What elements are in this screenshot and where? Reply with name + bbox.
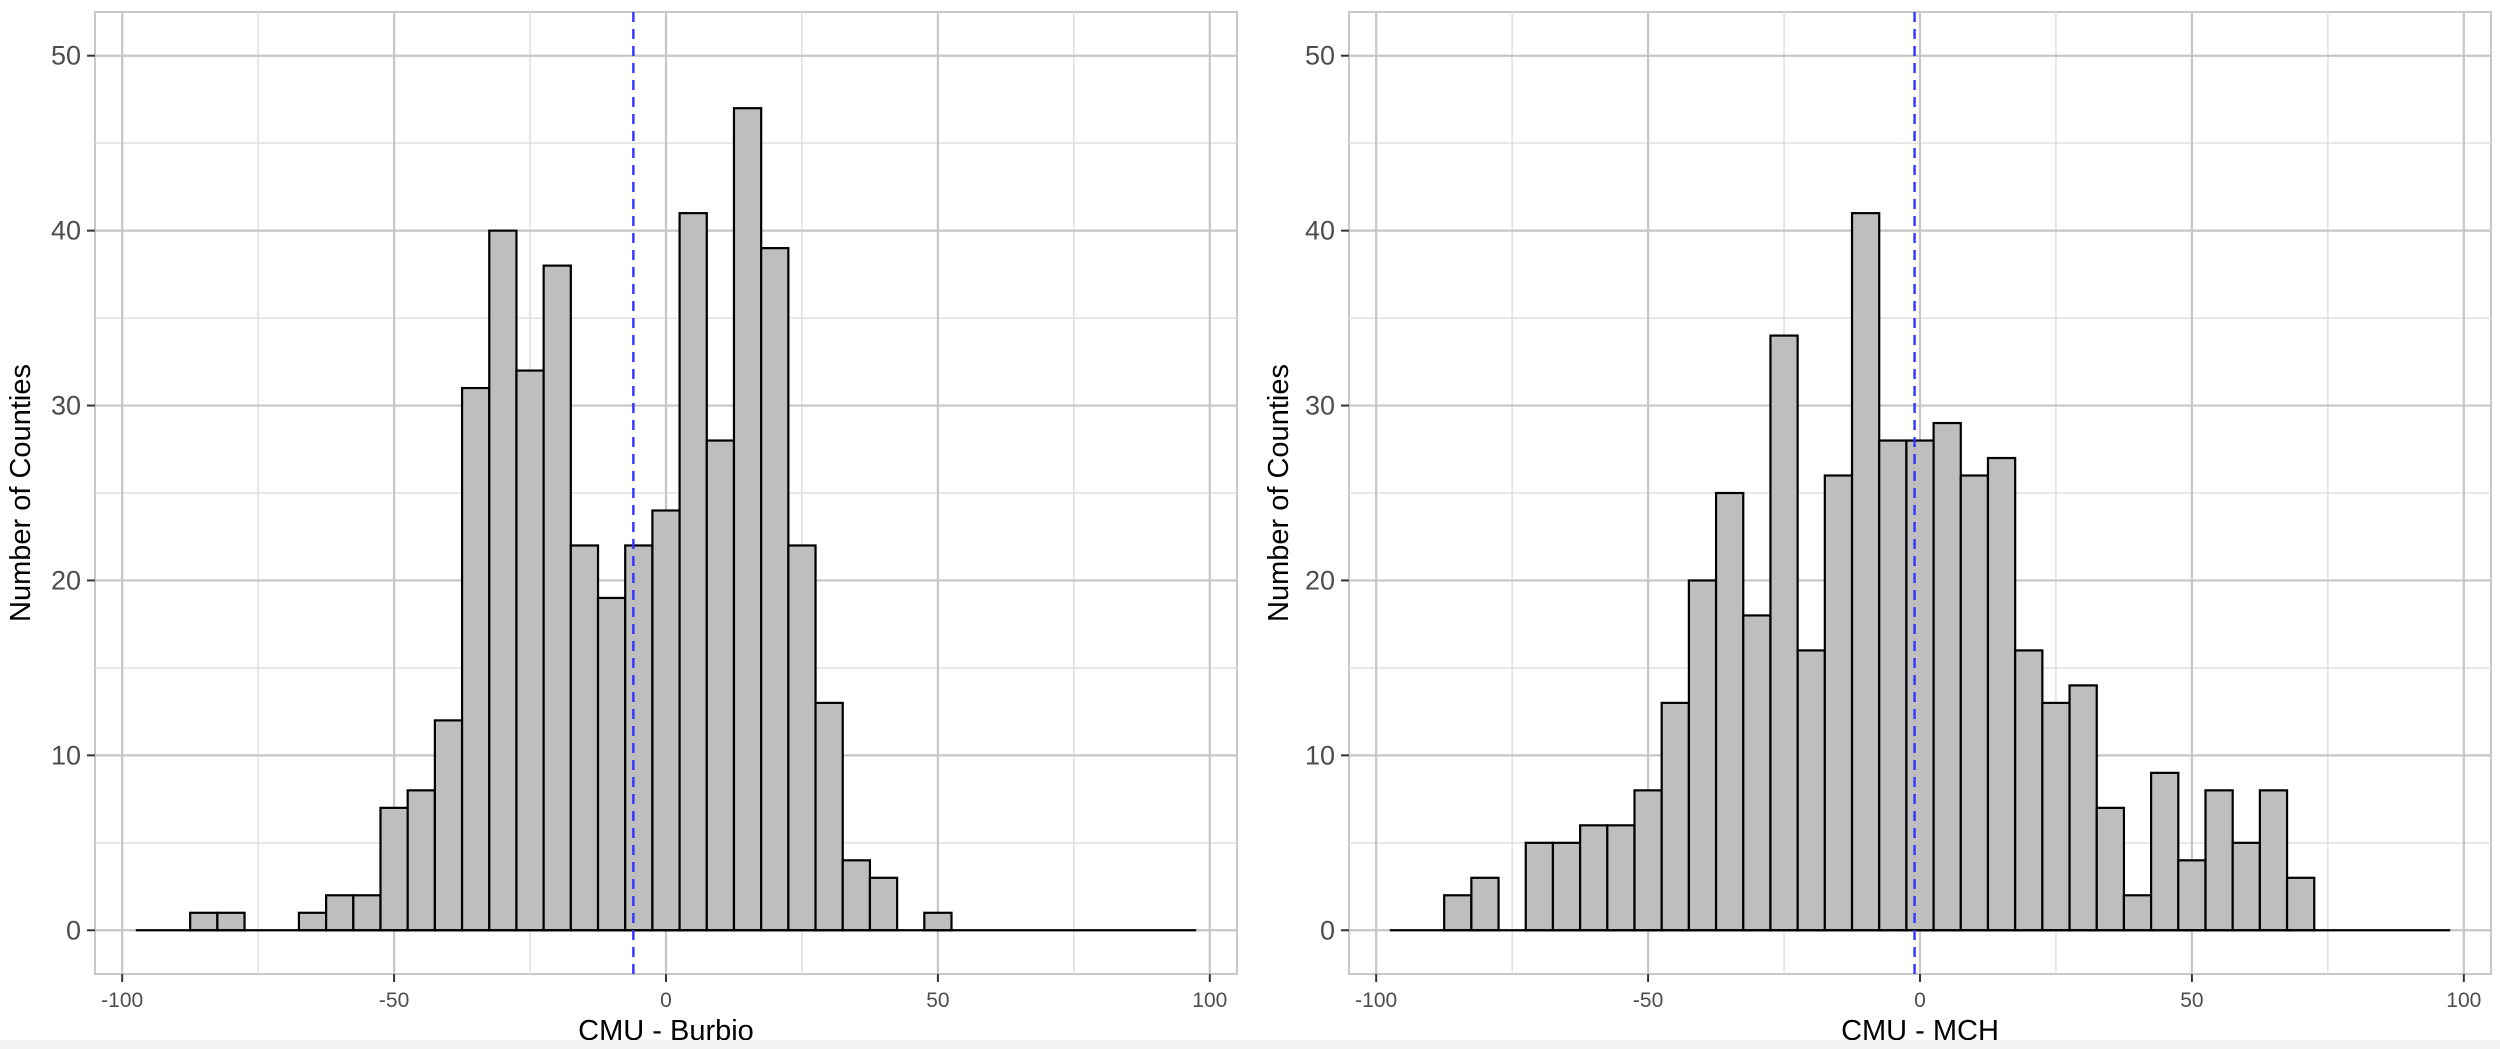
histogram-bar bbox=[732, 107, 763, 932]
y-tick-label: 40 bbox=[51, 216, 81, 246]
histogram-bar bbox=[705, 439, 736, 932]
histogram-bar bbox=[2041, 701, 2071, 932]
histogram-bar bbox=[1551, 841, 1582, 932]
histogram-bar bbox=[2231, 841, 2261, 932]
x-tick-label: -100 bbox=[101, 989, 143, 1012]
histogram-bar bbox=[406, 789, 436, 932]
histogram-bar bbox=[1579, 824, 1609, 932]
histogram-bar bbox=[216, 911, 246, 932]
x-tick-label: 100 bbox=[1192, 989, 1227, 1012]
histogram-bar bbox=[2122, 894, 2153, 932]
histogram-bar bbox=[352, 894, 382, 932]
histogram-bar bbox=[678, 212, 708, 932]
y-tick-label: 30 bbox=[51, 391, 81, 421]
histogram-bar bbox=[2177, 859, 2207, 932]
histogram-bar bbox=[923, 911, 953, 932]
y-tick-label: 30 bbox=[1305, 391, 1335, 421]
histogram-bar bbox=[1660, 701, 1690, 932]
histogram-bar bbox=[760, 247, 790, 932]
bottom-strip bbox=[0, 1040, 2500, 1049]
histogram-bar bbox=[325, 894, 355, 932]
histogram-bar bbox=[787, 544, 817, 932]
x-tick-label: 50 bbox=[926, 989, 949, 1012]
histogram-bar bbox=[542, 264, 572, 932]
histogram-bar bbox=[1443, 894, 1473, 932]
y-axis-title: Number of Counties bbox=[1263, 364, 1295, 622]
histogram-bar bbox=[814, 701, 844, 932]
histogram-bar bbox=[1470, 876, 1500, 932]
histogram-bar bbox=[1878, 439, 1908, 932]
y-tick-label: 10 bbox=[51, 740, 81, 770]
y-tick-label: 40 bbox=[1305, 216, 1335, 246]
histogram-bar bbox=[2258, 789, 2289, 932]
histogram-bar bbox=[868, 876, 899, 932]
histogram-bar bbox=[488, 229, 518, 932]
histogram-bar bbox=[1687, 579, 1718, 932]
histogram-bar bbox=[1796, 649, 1826, 932]
histogram-bar bbox=[1606, 824, 1636, 932]
histogram-bar bbox=[2068, 684, 2098, 932]
histogram-bar bbox=[1742, 614, 1772, 932]
histogram-bar bbox=[1905, 439, 1935, 932]
histogram-bar bbox=[189, 911, 219, 932]
x-tick-label: -50 bbox=[379, 989, 409, 1012]
histogram-bar bbox=[1524, 841, 1555, 932]
histogram-bar bbox=[1959, 474, 1990, 932]
x-tick-label: 0 bbox=[1914, 989, 1926, 1012]
histogram-bar bbox=[2285, 876, 2316, 932]
histogram-bar bbox=[596, 596, 627, 932]
histogram-bar bbox=[1633, 789, 1663, 932]
histogram-bar bbox=[1850, 212, 1881, 932]
histogram-bar bbox=[297, 911, 328, 932]
histogram-bar bbox=[1823, 474, 1854, 932]
histogram-bar bbox=[2150, 771, 2180, 932]
histogram-bar bbox=[2204, 789, 2234, 932]
x-tick-label: 0 bbox=[660, 989, 672, 1012]
x-tick-label: -100 bbox=[1355, 989, 1397, 1012]
y-tick-label: 50 bbox=[51, 41, 81, 71]
histogram-bar bbox=[1769, 334, 1799, 932]
x-tick-label: 100 bbox=[2446, 989, 2481, 1012]
histogram-bar bbox=[1714, 491, 1745, 932]
y-tick-label: 0 bbox=[66, 915, 81, 945]
y-tick-label: 20 bbox=[51, 565, 81, 595]
histogram-bar bbox=[515, 369, 545, 932]
y-tick-label: 20 bbox=[1305, 565, 1335, 595]
histogram-bar bbox=[1932, 421, 1962, 932]
x-tick-label: 50 bbox=[2180, 989, 2203, 1012]
y-tick-label: 0 bbox=[1320, 915, 1335, 945]
histogram-bar bbox=[2014, 649, 2044, 932]
y-axis-title: Number of Counties bbox=[5, 364, 37, 622]
histogram-bar bbox=[460, 386, 491, 932]
histogram-bar bbox=[841, 859, 872, 932]
x-tick-label: -50 bbox=[1633, 989, 1663, 1012]
histogram-bar bbox=[1986, 456, 2017, 932]
histogram-bar bbox=[651, 509, 681, 932]
histogram-bar bbox=[569, 544, 600, 932]
histogram-bar bbox=[379, 806, 409, 932]
y-tick-label: 10 bbox=[1305, 740, 1335, 770]
histogram-bar bbox=[2095, 806, 2126, 932]
histogram-bar bbox=[624, 544, 654, 932]
y-tick-label: 50 bbox=[1305, 41, 1335, 71]
histogram-bar bbox=[433, 719, 464, 932]
